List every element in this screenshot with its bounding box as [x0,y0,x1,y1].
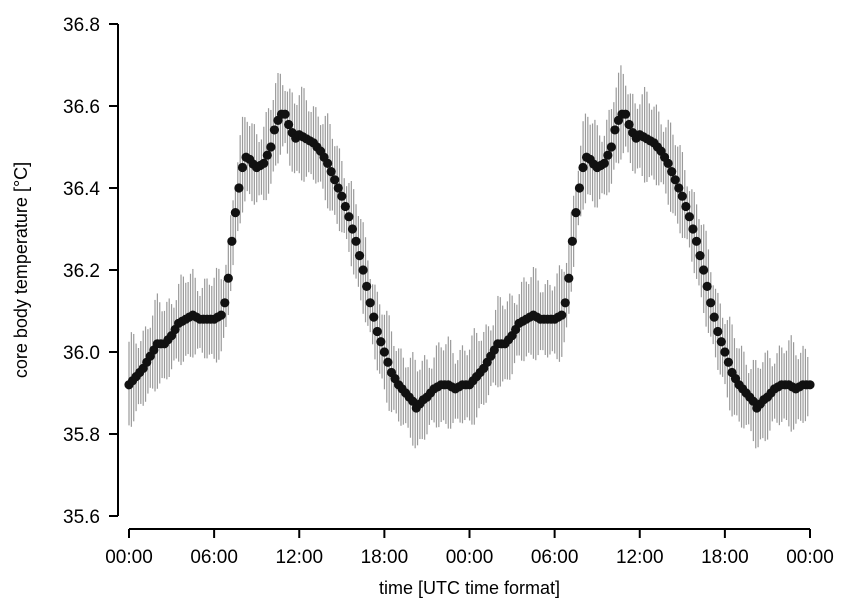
x-tick-label: 06:00 [190,547,238,568]
data-point [670,175,680,185]
data-point [259,158,269,168]
y-tick-label: 35.6 [63,507,100,528]
x-tick-label: 18:00 [361,547,409,568]
data-point [383,357,393,367]
data-point [557,310,567,320]
y-tick-label: 35.8 [63,425,100,446]
x-tick-label: 06:00 [531,547,579,568]
data-point [280,109,290,119]
data-point [723,357,734,367]
data-point [564,273,574,283]
data-point [358,265,368,275]
data-point [691,236,702,246]
data-point [351,236,361,246]
data-point [227,236,237,246]
data-point [713,326,723,337]
data-point [599,158,609,168]
data-point [681,201,691,212]
x-axis-label: time [UTC time format] [379,578,560,598]
data-point [216,310,226,320]
data-point [606,142,616,152]
data-point [326,167,336,177]
data-point [702,281,712,291]
data-point [720,347,730,357]
data-point [269,125,280,135]
data-point [677,191,687,201]
data-point [574,183,585,193]
data-point [698,265,709,275]
data-point [376,337,386,347]
data-point [667,167,677,177]
data-point [716,337,726,347]
x-tick-label: 00:00 [786,547,834,568]
data-point [230,208,241,218]
x-tick-label: 00:00 [446,547,494,568]
y-axis-label: core body temperature [°C] [11,162,31,378]
data-point [362,281,372,291]
x-tick-label: 12:00 [616,547,664,568]
data-point [805,380,815,390]
data-point [408,396,418,406]
data-point [323,158,333,168]
data-point [223,273,233,283]
data-point [220,298,230,308]
data-point [695,251,705,261]
data-point [347,224,358,234]
error-bars [128,65,809,449]
data-point [266,142,276,152]
data-point [372,326,382,337]
data-point [365,298,375,308]
data-point [354,251,365,261]
x-tick-label: 00:00 [105,547,153,568]
data-point [330,175,340,185]
data-point [709,312,719,322]
y-axis-ticks: 35.6 35.8 36.0 36.2 36.4 36.6 36.8 [63,15,118,528]
data-point [284,119,294,130]
data-point [610,125,620,135]
data-point [337,191,347,201]
data-point [340,201,350,212]
data-points [124,109,815,413]
data-point [688,224,698,234]
data-point [333,183,343,193]
data-point [578,162,588,173]
data-point [234,183,244,193]
data-point [379,347,389,357]
data-point [237,162,248,173]
x-tick-label: 12:00 [275,547,323,568]
y-tick-label: 36.6 [63,97,100,118]
data-point [674,183,684,193]
data-point [624,119,634,130]
data-point [560,298,570,308]
data-point [567,236,577,246]
x-axis-ticks: 00:00 06:00 12:00 18:00 00:00 06:00 12:00 18:00… [105,529,834,568]
y-tick-label: 36.4 [63,179,100,200]
data-point [706,298,716,308]
data-point [571,208,581,218]
y-tick-label: 36.0 [63,343,100,364]
data-point [620,109,631,119]
data-point [262,150,272,160]
data-point [603,150,613,160]
x-tick-label: 18:00 [701,547,749,568]
y-tick-label: 36.2 [63,261,100,282]
data-point [344,212,354,222]
data-point [684,212,695,222]
data-point [748,396,758,406]
data-point [663,158,673,168]
y-tick-label: 36.8 [63,15,100,36]
data-point [369,312,379,322]
